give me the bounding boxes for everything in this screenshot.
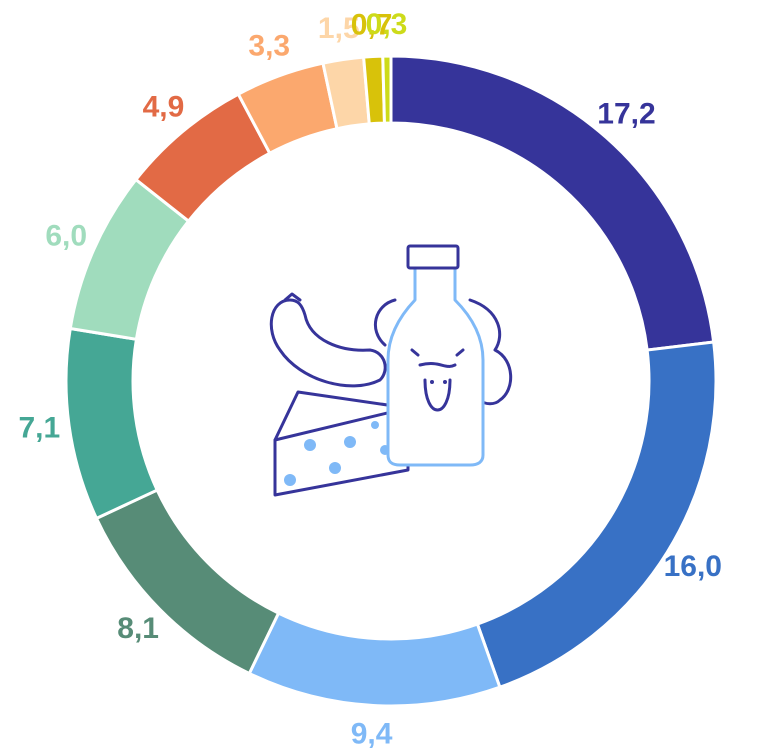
donut-segment bbox=[66, 328, 157, 518]
data-label: 3,3 bbox=[248, 29, 290, 62]
data-label: 4,9 bbox=[143, 90, 185, 123]
center-icon bbox=[271, 246, 510, 495]
donut-segment bbox=[477, 342, 716, 687]
donut-segment bbox=[249, 613, 500, 706]
data-label: 9,4 bbox=[351, 717, 393, 750]
donut-segment bbox=[96, 490, 278, 673]
donut-segment bbox=[383, 56, 391, 123]
data-label: 6,0 bbox=[45, 220, 87, 253]
data-label: 17,2 bbox=[597, 97, 655, 130]
data-label: 16,0 bbox=[664, 550, 722, 583]
chart: 17,216,09,48,17,16,04,93,31,50,70,3 bbox=[0, 0, 757, 753]
data-label: 8,1 bbox=[117, 612, 159, 645]
data-label: 7,1 bbox=[18, 411, 60, 444]
data-label: 0,3 bbox=[366, 8, 408, 41]
